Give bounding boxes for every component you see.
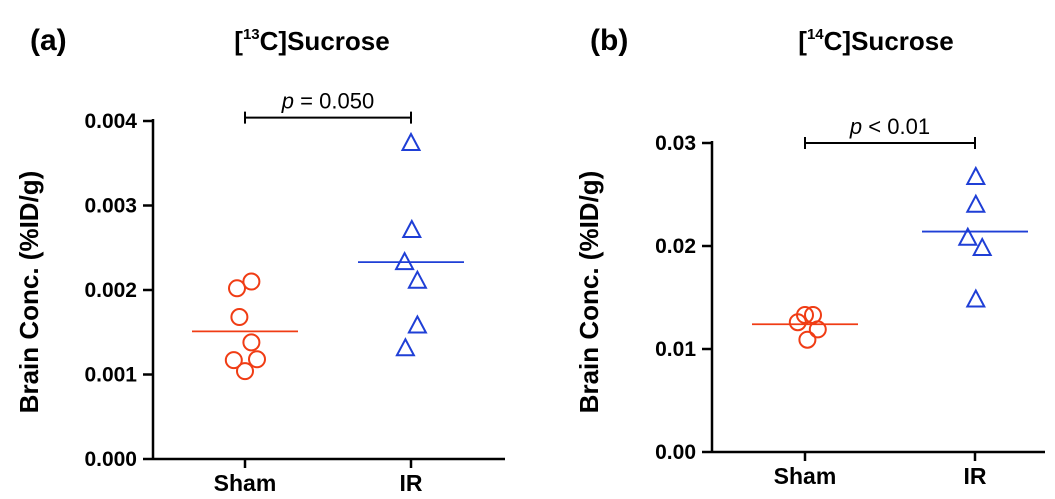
p-value-annotation: p = 0.050 — [281, 89, 374, 114]
y-axis-label: Brain Conc. (%ID/g) — [574, 171, 604, 414]
data-point-sham — [808, 320, 827, 339]
chart-title: [14C]Sucrose — [798, 26, 953, 56]
y-tick-label: 0.000 — [84, 448, 137, 471]
panel-label: (a) — [30, 24, 67, 57]
data-point-sham — [242, 333, 261, 352]
data-point-ir — [407, 269, 428, 289]
y-tick-label: 0.001 — [84, 364, 137, 387]
data-point-sham — [798, 330, 817, 349]
y-tick-label: 0.00 — [655, 441, 696, 464]
y-tick-label: 0.01 — [655, 338, 696, 361]
significance-bracket — [804, 137, 976, 149]
data-point-ir — [401, 218, 422, 239]
data-point-ir — [957, 226, 978, 246]
p-value-annotation: p < 0.01 — [849, 114, 930, 139]
y-tick-label: 0.002 — [84, 279, 137, 302]
data-point-sham — [224, 351, 243, 370]
y-tick-label: 0.004 — [84, 110, 137, 133]
data-point-sham — [796, 306, 814, 325]
data-point-sham — [228, 279, 246, 298]
panel-b: (b) [14C]Sucrose Brain Conc. (%ID/g) 0.0… — [574, 24, 1045, 489]
panel-label: (b) — [590, 24, 628, 57]
x-tick-label: Sham — [214, 470, 277, 496]
data-point-ir — [407, 314, 428, 334]
data-point-ir — [972, 236, 993, 257]
data-point-ir — [965, 288, 986, 308]
data-point-sham — [242, 272, 261, 291]
panel-a: (a) [13C]Sucrose Brain Conc. (%ID/g) 0.0… — [14, 24, 505, 496]
data-point-sham — [236, 362, 254, 381]
y-tick-label: 0.003 — [84, 195, 137, 218]
chart-title: [13C]Sucrose — [234, 26, 389, 56]
data-point-sham — [248, 350, 266, 369]
data-point-ir — [395, 337, 416, 357]
y-tick-label: 0.02 — [655, 235, 696, 258]
significance-bracket — [244, 111, 412, 124]
x-tick-label: IR — [964, 463, 987, 489]
y-axis-label: Brain Conc. (%ID/g) — [14, 171, 44, 414]
x-tick-label: IR — [400, 470, 423, 496]
data-point-ir — [394, 250, 415, 271]
data-point-ir — [965, 193, 986, 213]
data-point-ir — [400, 131, 422, 151]
data-point-sham — [230, 308, 249, 327]
data-point-ir — [965, 165, 986, 185]
y-tick-label: 0.03 — [655, 132, 696, 155]
x-tick-label: Sham — [774, 463, 837, 489]
